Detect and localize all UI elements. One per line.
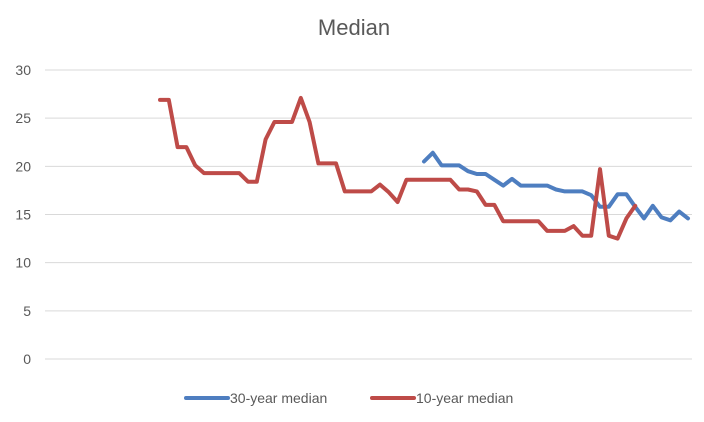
legend-label-0: 30-year median [230,390,327,406]
gridlines [45,69,692,360]
y-tick-label: 30 [15,62,31,78]
y-tick-label: 5 [23,303,31,319]
series-line-1 [158,95,638,241]
chart-title: Median [318,15,390,40]
y-axis-ticks: 0 5 10 15 20 25 30 [15,62,31,367]
y-tick-label: 20 [15,158,31,174]
y-tick-label: 0 [23,351,31,367]
series-lines [158,95,690,241]
legend: 30-year median 10-year median [184,390,513,406]
y-tick-label: 10 [15,255,31,271]
series-line-0 [422,150,690,223]
y-tick-label: 15 [15,207,31,223]
y-tick-label: 25 [15,110,31,126]
legend-label-1: 10-year median [416,390,513,406]
